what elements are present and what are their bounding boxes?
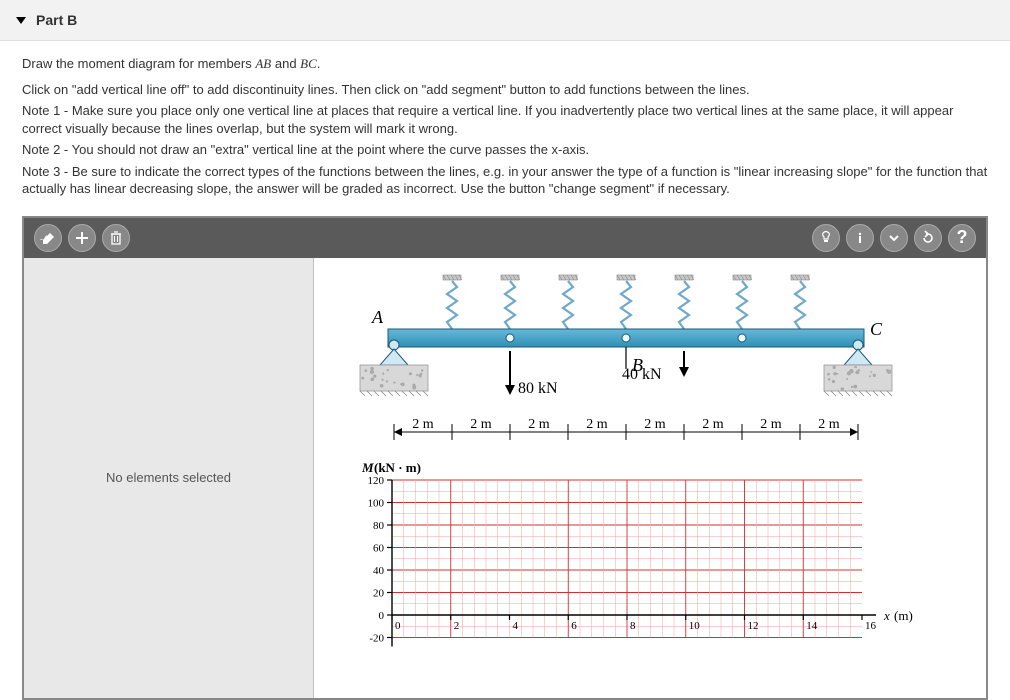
- svg-text:80: 80: [373, 520, 385, 532]
- help-button[interactable]: ?: [948, 224, 976, 252]
- svg-text:40 kN: 40 kN: [622, 366, 662, 383]
- diagram-area[interactable]: ABC80 kN40 kN2 m2 m2 m2 m2 m2 m2 m2 m M …: [314, 258, 986, 698]
- svg-text:M: M: [361, 460, 374, 475]
- svg-text:6: 6: [571, 620, 577, 632]
- instruction-note1: Note 1 - Make sure you place only one ve…: [22, 102, 988, 137]
- svg-text:(kN · m): (kN · m): [374, 460, 421, 475]
- svg-text:A: A: [371, 307, 384, 327]
- svg-text:2 m: 2 m: [586, 417, 608, 432]
- svg-text:40: 40: [373, 565, 385, 577]
- annotate-button[interactable]: -4: [34, 224, 62, 252]
- svg-text:(m): (m): [894, 608, 913, 623]
- side-panel-text: No elements selected: [106, 470, 231, 485]
- collapse-icon: [16, 17, 26, 24]
- part-title: Part B: [36, 12, 77, 28]
- instruction-note3: Note 3 - Be sure to indicate the correct…: [22, 163, 988, 198]
- svg-text:10: 10: [689, 620, 701, 632]
- toolbar: -4 ?: [24, 218, 986, 258]
- svg-text:2 m: 2 m: [644, 417, 666, 432]
- delete-button[interactable]: [102, 224, 130, 252]
- add-button[interactable]: [68, 224, 96, 252]
- canvas-area: No elements selected ABC80 kN40 kN2 m2 m…: [24, 258, 986, 698]
- svg-text:x: x: [883, 608, 890, 623]
- redo-button[interactable]: [914, 224, 942, 252]
- svg-text:20: 20: [373, 587, 385, 599]
- svg-text:0: 0: [395, 620, 401, 632]
- svg-text:2 m: 2 m: [818, 417, 840, 432]
- svg-text:100: 100: [368, 497, 385, 509]
- info-button[interactable]: [846, 224, 874, 252]
- instruction-line1: Click on "add vertical line off" to add …: [22, 81, 988, 99]
- moment-chart[interactable]: M (kN · m)120 100 80 60 40 20 0 -20 0 2 4 6 8 10 12 14 1…: [334, 458, 954, 693]
- svg-text:2: 2: [454, 620, 460, 632]
- svg-text:16: 16: [865, 620, 877, 632]
- instruction-main: Draw the moment diagram for members AB a…: [22, 55, 988, 73]
- svg-text:C: C: [870, 319, 883, 339]
- hint-button[interactable]: [812, 224, 840, 252]
- svg-text:2 m: 2 m: [412, 417, 434, 432]
- svg-text:12: 12: [748, 620, 759, 632]
- svg-text:-20: -20: [369, 632, 384, 644]
- svg-text:60: 60: [373, 542, 385, 554]
- beam-figure: ABC80 kN40 kN2 m2 m2 m2 m2 m2 m2 m2 m: [334, 264, 954, 464]
- svg-text:2 m: 2 m: [470, 417, 492, 432]
- svg-text:2 m: 2 m: [760, 417, 782, 432]
- svg-text:4: 4: [513, 620, 519, 632]
- instructions-block: Draw the moment diagram for members AB a…: [0, 41, 1010, 212]
- svg-text:2 m: 2 m: [528, 417, 550, 432]
- svg-text:8: 8: [630, 620, 636, 632]
- side-panel: No elements selected: [24, 258, 314, 698]
- svg-text:2 m: 2 m: [702, 417, 724, 432]
- part-header[interactable]: Part B: [0, 0, 1010, 41]
- svg-text:80 kN: 80 kN: [518, 380, 558, 397]
- workspace: -4 ? No elements: [22, 216, 988, 700]
- svg-text:14: 14: [806, 620, 818, 632]
- svg-text:0: 0: [379, 610, 385, 622]
- instruction-note2: Note 2 - You should not draw an "extra" …: [22, 141, 988, 159]
- svg-text:120: 120: [368, 475, 385, 487]
- chevron-down-button[interactable]: [880, 224, 908, 252]
